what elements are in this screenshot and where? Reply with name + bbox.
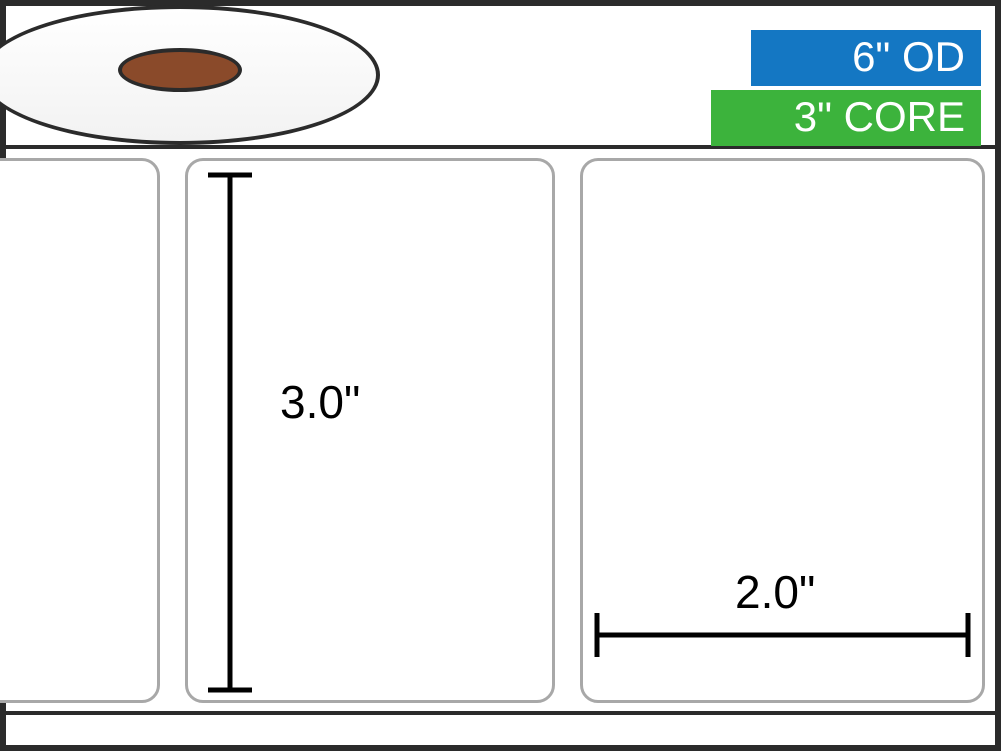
- od-badge: 6" OD: [751, 30, 981, 86]
- label-rect-1: [0, 158, 160, 703]
- height-dimension-text: 3.0": [280, 375, 360, 429]
- roll-core: [118, 48, 242, 92]
- height-dimension-line: [203, 170, 257, 695]
- width-dimension-text: 2.0": [735, 565, 815, 619]
- core-badge: 3" CORE: [711, 90, 981, 146]
